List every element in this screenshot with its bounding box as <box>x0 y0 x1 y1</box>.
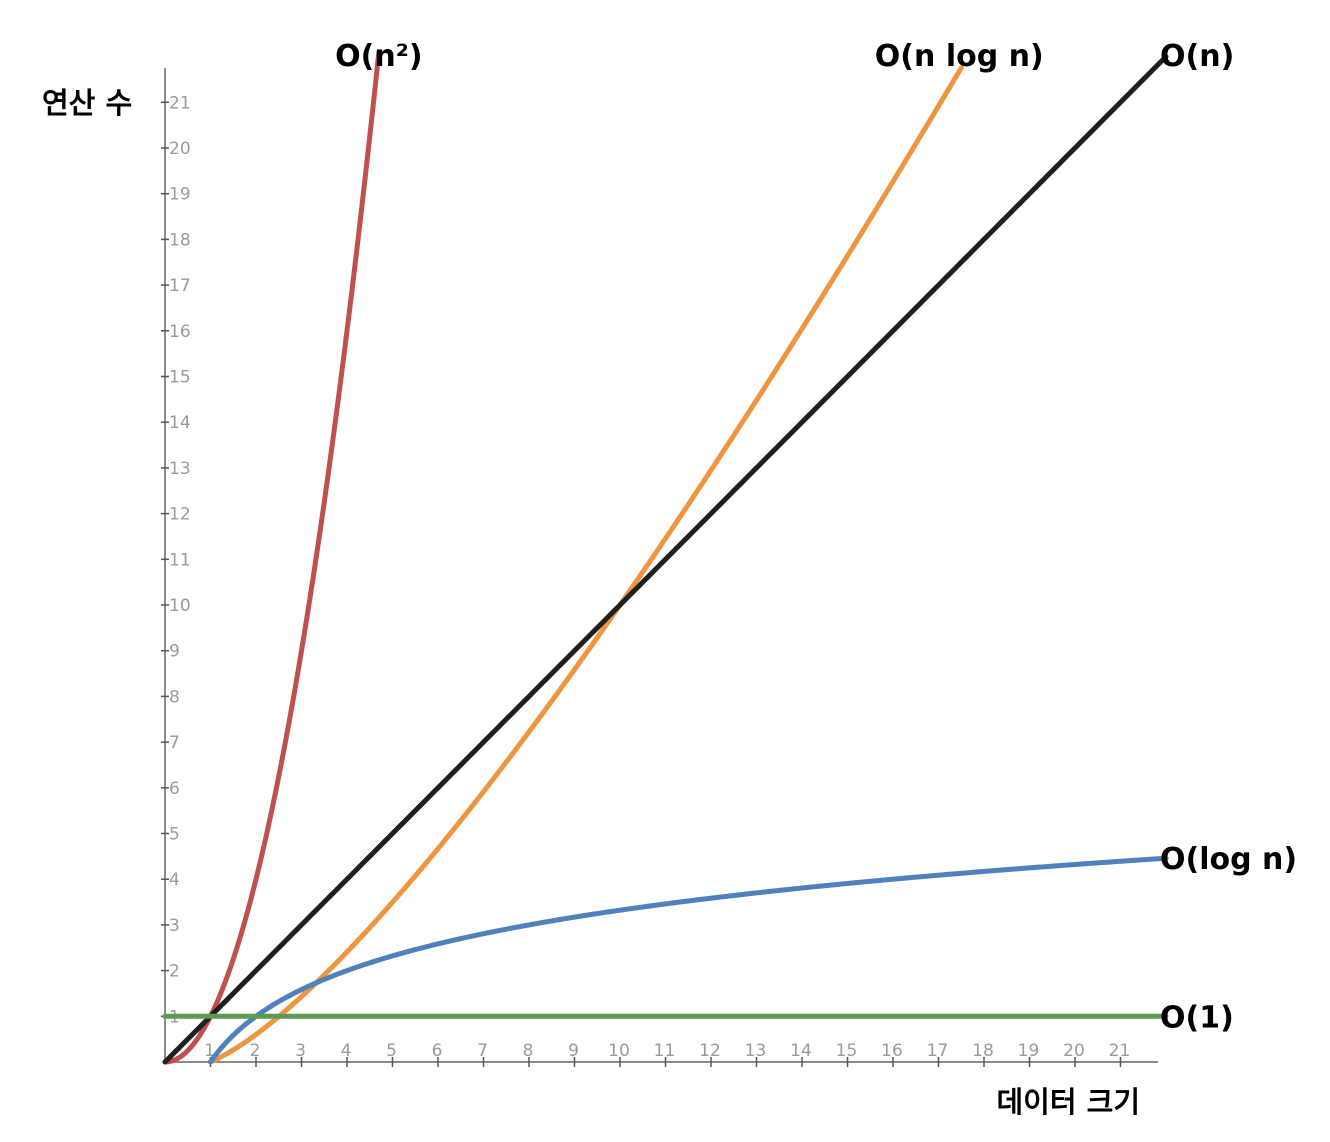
series-label-3: O(log n) <box>1160 842 1297 877</box>
y-axis-title: 연산 수 <box>42 86 132 120</box>
series-line-2 <box>162 54 1169 1065</box>
y-tick-label: 14 <box>169 413 191 433</box>
x-tick-label: 2 <box>250 1041 261 1061</box>
series-line-1 <box>208 65 964 1065</box>
y-tick-label: 7 <box>169 733 180 753</box>
x-tick-label: 21 <box>1109 1041 1131 1061</box>
y-tick-label: 19 <box>169 185 191 205</box>
y-tick-label: 21 <box>169 93 191 113</box>
x-tick-label: 19 <box>1018 1041 1040 1061</box>
series-label-2: O(n) <box>1160 39 1234 74</box>
y-tick-label: 9 <box>169 642 180 662</box>
y-tick-label: 2 <box>169 962 180 982</box>
curves <box>162 49 1169 1065</box>
y-tick-label: 15 <box>169 368 191 388</box>
y-tick-label: 13 <box>169 459 191 479</box>
series-line-3 <box>208 855 1169 1065</box>
series-labels: O(n²) O(n log n) O(n) O(log n) O(1) <box>335 39 1297 1035</box>
x-tick-label: 16 <box>881 1041 903 1061</box>
x-tick-label: 8 <box>523 1041 534 1061</box>
x-tick-label: 17 <box>927 1041 949 1061</box>
x-tick-label: 13 <box>745 1041 767 1061</box>
y-tick-label: 17 <box>169 276 191 296</box>
x-ticks: 1 2 3 4 5 6 7 8 9 10 11 12 13 14 15 16 17 18 19 20 21 <box>204 1041 1130 1067</box>
x-tick-label: 1 <box>204 1041 215 1061</box>
x-tick-label: 18 <box>972 1041 994 1061</box>
y-tick-label: 12 <box>169 505 191 525</box>
x-tick-label: 5 <box>386 1041 397 1061</box>
x-tick-label: 3 <box>295 1041 306 1061</box>
y-tick-label: 5 <box>169 825 180 845</box>
y-tick-label: 18 <box>169 230 191 250</box>
x-tick-label: 20 <box>1063 1041 1085 1061</box>
x-tick-label: 9 <box>568 1041 579 1061</box>
x-tick-label: 6 <box>432 1041 443 1061</box>
axes <box>164 68 1158 1063</box>
y-tick-label: 20 <box>169 139 191 159</box>
series-label-1: O(n log n) <box>875 39 1044 74</box>
y-tick-label: 16 <box>169 322 191 342</box>
x-axis-title: 데이터 크기 <box>997 1085 1141 1119</box>
y-tick-label: 8 <box>169 687 180 707</box>
x-tick-label: 10 <box>608 1041 630 1061</box>
y-tick-label: 10 <box>169 596 191 616</box>
x-tick-label: 4 <box>341 1041 352 1061</box>
y-tick-label: 3 <box>169 916 180 936</box>
x-tick-label: 7 <box>477 1041 488 1061</box>
y-tick-label: 4 <box>169 870 180 890</box>
y-tick-label: 11 <box>169 550 191 570</box>
x-tick-label: 11 <box>654 1041 676 1061</box>
y-tick-label: 6 <box>169 779 180 799</box>
x-tick-label: 14 <box>790 1041 812 1061</box>
series-label-0: O(n²) <box>335 39 422 74</box>
series-label-4: O(1) <box>1160 1000 1234 1035</box>
x-tick-label: 12 <box>699 1041 721 1061</box>
series-line-0 <box>162 49 382 1065</box>
x-tick-label: 15 <box>836 1041 858 1061</box>
